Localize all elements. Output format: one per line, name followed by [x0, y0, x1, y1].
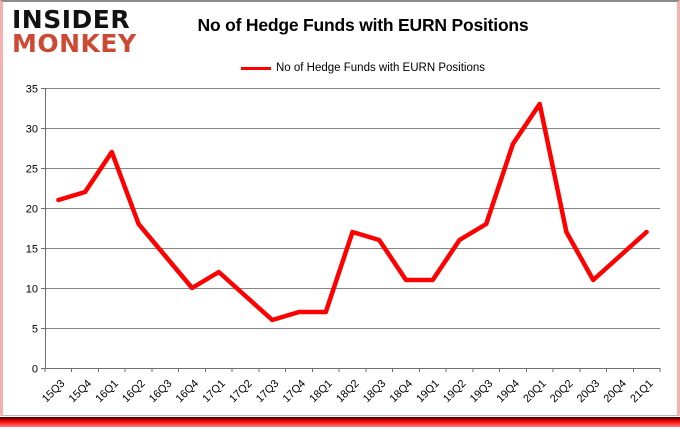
x-axis-label: 17Q1	[200, 378, 228, 406]
x-axis-label: 20Q1	[521, 378, 549, 406]
x-axis-label: 16Q3	[147, 378, 175, 406]
x-axis-label: 20Q4	[601, 378, 629, 406]
x-axis-label: 16Q2	[120, 378, 148, 406]
y-axis-label: 15	[26, 244, 38, 256]
x-axis-label: 15Q3	[40, 378, 68, 406]
x-axis-label: 18Q2	[334, 378, 362, 406]
x-axis-label: 19Q4	[495, 378, 523, 406]
insider-monkey-logo: INSIDER MONKEY	[12, 5, 137, 58]
x-axis-label: 19Q1	[414, 378, 442, 406]
x-axis-label: 16Q1	[93, 378, 121, 406]
chart-title: No of Hedge Funds with EURN Positions	[197, 15, 529, 35]
legend-line-swatch	[240, 66, 271, 70]
bottom-red-bar	[0, 417, 680, 427]
y-axis-label: 25	[26, 164, 38, 176]
x-axis-label: 18Q1	[307, 378, 335, 406]
y-axis-label: 5	[32, 324, 38, 336]
y-axis-label: 0	[32, 364, 38, 376]
x-axis-label: 18Q3	[361, 378, 389, 406]
logo-insider-text: INSIDER	[12, 5, 131, 34]
x-axis-label: 20Q3	[575, 378, 603, 406]
y-axis-label: 10	[26, 284, 38, 296]
chart-legend: No of Hedge Funds with EURN Positions	[240, 62, 486, 74]
logo-monkey-text: MONKEY	[12, 29, 137, 58]
x-axis-label: 18Q4	[388, 378, 416, 406]
chart-frame	[0, 0, 680, 416]
legend-label: No of Hedge Funds with EURN Positions	[275, 62, 486, 74]
y-axis-label: 30	[26, 124, 38, 136]
y-axis-label: 35	[26, 84, 38, 96]
x-axis-label: 17Q4	[281, 378, 309, 406]
x-axis-label: 20Q2	[548, 378, 576, 406]
x-axis-label: 17Q2	[227, 378, 255, 406]
x-axis-label: 15Q4	[67, 378, 95, 406]
x-axis-label: 19Q2	[441, 378, 469, 406]
y-axis-label: 20	[26, 204, 38, 216]
x-axis-label: 17Q3	[254, 378, 282, 406]
series-line	[56, 101, 649, 323]
x-axis-label: 19Q3	[468, 378, 496, 406]
x-axis-label: 16Q4	[174, 378, 202, 406]
x-axis-label: 21Q1	[628, 378, 656, 406]
